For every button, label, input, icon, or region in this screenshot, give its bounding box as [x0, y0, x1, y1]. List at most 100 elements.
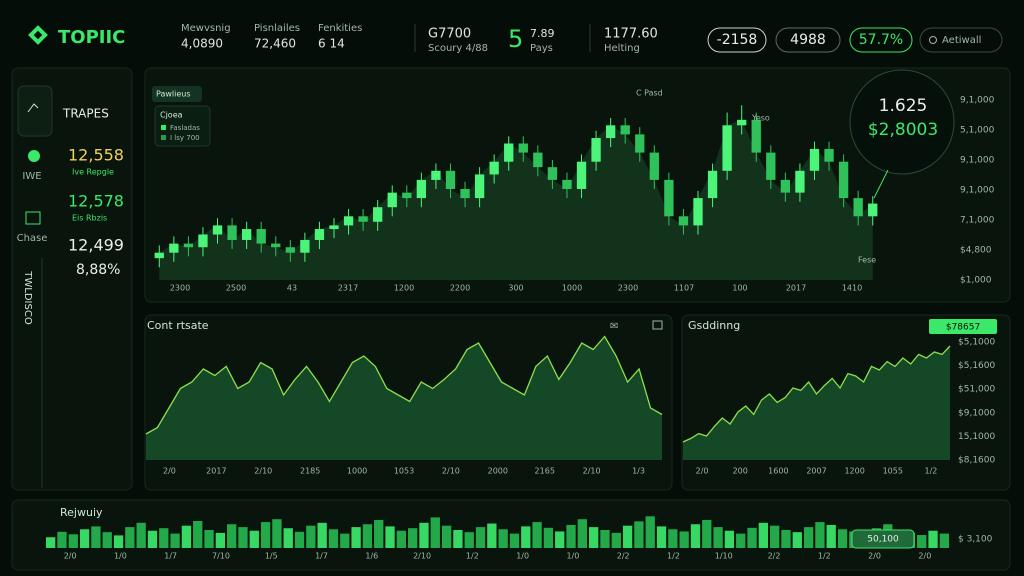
y-tick-label: 7,1,000: [960, 216, 995, 226]
area-line: [145, 335, 663, 435]
x-tick-label: 2000: [488, 467, 508, 476]
bar: [374, 519, 384, 548]
metric-value: 1177.60: [604, 27, 658, 42]
tag-text: Pawlieus: [156, 90, 191, 99]
sidebar-value: 12,578: [68, 192, 124, 211]
bar: [396, 530, 406, 548]
y-tick-label: $51,000: [958, 385, 995, 395]
candle-body: [809, 148, 820, 171]
bottom-right-label: $ 3,100: [958, 535, 993, 545]
candle-body: [838, 161, 849, 199]
x-tick-label: 300: [508, 284, 523, 293]
icon-box[interactable]: [17, 85, 53, 137]
bar: [441, 525, 452, 548]
bar: [724, 530, 735, 548]
y-tick-label: $5,1600: [958, 361, 995, 371]
bar: [566, 524, 576, 548]
bar: [622, 525, 633, 548]
x-tick-label: 2017: [206, 467, 226, 476]
candle-body: [256, 229, 266, 244]
candle-body: [693, 198, 703, 226]
bar: [837, 529, 848, 548]
candle-body: [373, 207, 383, 222]
icon-label: IWE: [22, 171, 41, 182]
candle-body: [300, 239, 310, 253]
bar: [260, 522, 271, 548]
x-tick-label: 1107: [674, 284, 694, 293]
bar: [747, 527, 757, 548]
bar: [690, 524, 701, 548]
candle-body: [241, 229, 252, 240]
sidebar-value: 12,558: [68, 146, 124, 165]
panel-button[interactable]: [929, 319, 997, 334]
bar: [351, 527, 361, 548]
stat-value: 4,0890: [181, 37, 223, 51]
panel-button-text[interactable]: $78657: [946, 323, 980, 333]
bar: [419, 522, 429, 548]
bar: [645, 516, 655, 548]
metric-label: Scoury 4/88: [428, 43, 488, 54]
icon[interactable]: [25, 211, 41, 225]
candle-body: [183, 243, 194, 248]
bar: [589, 527, 599, 548]
search-box[interactable]: [919, 27, 1003, 53]
pill[interactable]: [707, 27, 767, 53]
sidebar-value: 12,499: [68, 236, 124, 255]
stat-label: Mewvsnig: [181, 23, 231, 34]
candle-body: [227, 225, 237, 240]
x-tick-label: 2200: [450, 284, 470, 293]
bar: [272, 519, 282, 548]
metric-label: Pays: [530, 43, 553, 54]
price-area: [159, 119, 873, 280]
panel-title: Cont rtsate: [147, 319, 209, 332]
x-tick-label: 1/6: [365, 552, 378, 561]
bar: [91, 526, 101, 548]
pill-text[interactable]: 57.7%: [859, 32, 903, 48]
metric-value: G7700: [428, 27, 471, 42]
x-tick-label: 1/0: [566, 552, 579, 561]
x-tick-label: 1/2: [818, 552, 831, 561]
x-tick-label: 200: [733, 467, 748, 476]
y-tick-label: $1,000: [960, 276, 992, 286]
pill[interactable]: [775, 27, 841, 53]
bar: [668, 529, 678, 548]
bar: [939, 533, 949, 548]
metric-sub: 7.89: [530, 27, 555, 40]
panel-icon[interactable]: [652, 320, 663, 330]
bar: [328, 529, 339, 548]
icon: [27, 103, 39, 113]
bar: [475, 527, 486, 548]
bar: [917, 535, 927, 548]
area: [683, 346, 950, 460]
panel-icon[interactable]: ✉: [610, 321, 618, 332]
x-tick-label: 2007: [806, 467, 826, 476]
pill[interactable]: [849, 27, 913, 53]
bar: [600, 530, 610, 548]
candle-body: [445, 170, 456, 189]
candle-body: [504, 143, 514, 162]
logo: TOPIIC: [58, 27, 125, 48]
bottom-button[interactable]: [851, 529, 915, 549]
bar: [464, 532, 474, 548]
x-tick-label: 1/7: [315, 552, 328, 561]
bar: [928, 530, 938, 548]
bar: [815, 522, 825, 548]
bar: [385, 526, 395, 548]
bar: [294, 531, 305, 548]
candle-body: [868, 203, 878, 217]
x-tick-label: 7/10: [212, 552, 230, 561]
note: Yeso: [751, 114, 770, 123]
pill-text[interactable]: 4988: [790, 32, 826, 48]
x-tick-label: 2/0: [868, 552, 881, 561]
x-tick-label: 1200: [844, 467, 864, 476]
legend-title: Cjoea: [160, 111, 183, 120]
stat-label: Fenkities: [318, 23, 362, 34]
panel-title: Rejwuiy: [60, 506, 103, 519]
search-text[interactable]: Aetiwall: [942, 35, 981, 46]
bar: [227, 524, 237, 548]
icon[interactable]: [28, 150, 40, 162]
bar: [57, 531, 67, 548]
pill-text[interactable]: -2158: [717, 32, 758, 48]
bar: [487, 523, 497, 548]
bar: [283, 528, 293, 548]
